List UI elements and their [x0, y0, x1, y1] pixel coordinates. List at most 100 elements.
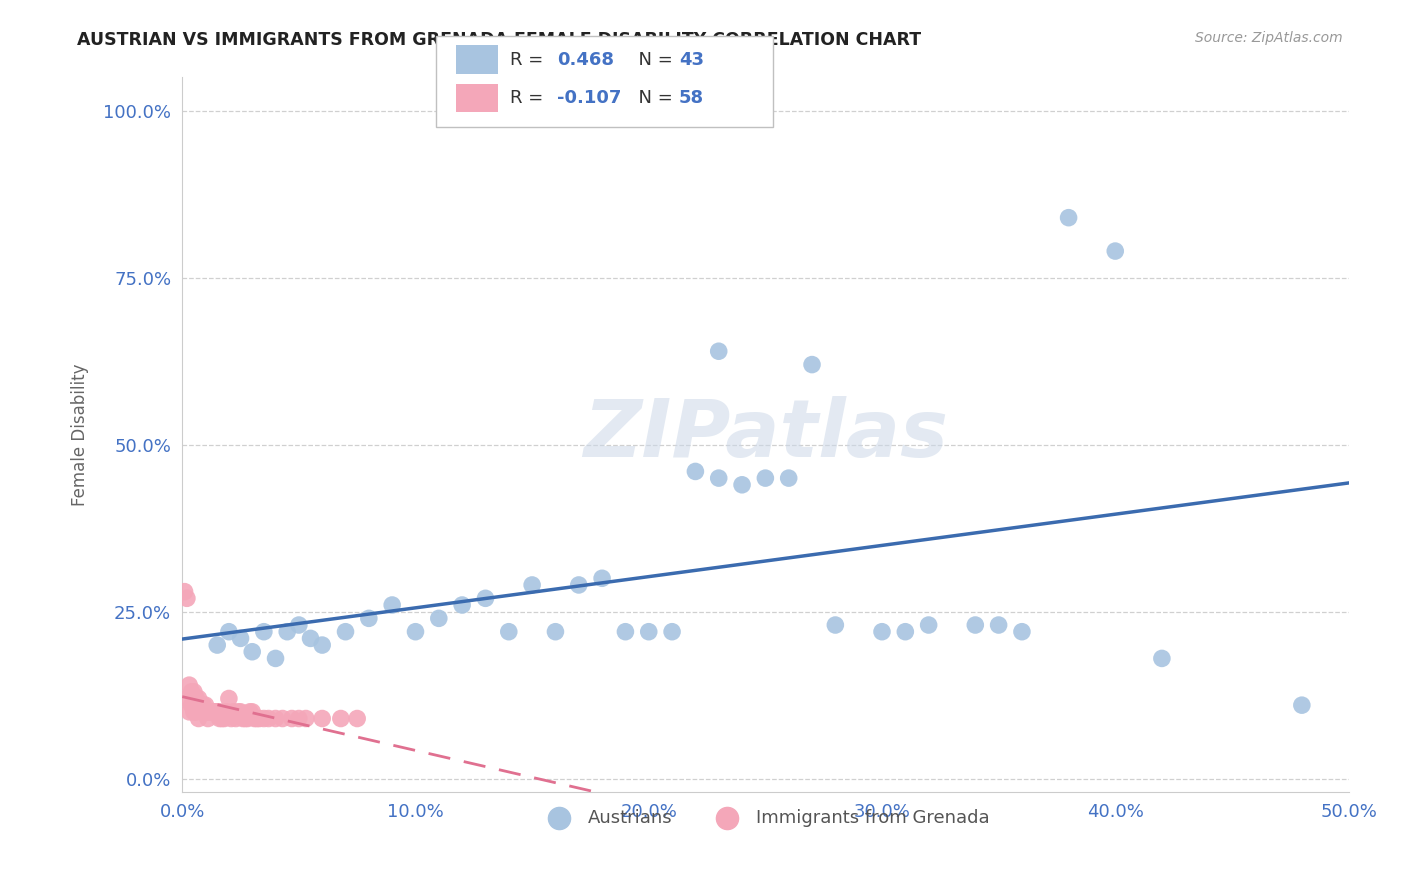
Point [239, 705, 262, 719]
Point [288, 618, 311, 632]
Text: N =: N = [627, 89, 679, 107]
Point [544, 624, 567, 639]
Point [965, 618, 987, 632]
Point [183, 685, 205, 699]
Point [253, 712, 276, 726]
Point [685, 465, 707, 479]
Point [1291, 698, 1313, 713]
Point [1011, 624, 1033, 639]
Point [311, 712, 333, 726]
Point [987, 618, 1010, 632]
Point [801, 358, 824, 372]
Point [754, 471, 776, 485]
Point [520, 578, 543, 592]
Point [288, 712, 311, 726]
Point [201, 705, 224, 719]
Point [276, 624, 298, 639]
Point [197, 705, 219, 719]
Point [329, 712, 352, 726]
Point [707, 344, 730, 359]
Point [183, 705, 205, 719]
Point [824, 618, 846, 632]
Point [190, 698, 212, 713]
Point [311, 638, 333, 652]
Point [194, 698, 217, 713]
Point [173, 584, 195, 599]
Point [637, 624, 659, 639]
Point [381, 598, 404, 612]
Point [614, 624, 637, 639]
Point [264, 651, 287, 665]
Point [207, 705, 229, 719]
Point [917, 618, 939, 632]
Point [236, 712, 259, 726]
Point [229, 632, 252, 646]
Point [271, 712, 294, 726]
Point [186, 691, 208, 706]
Text: 0.468: 0.468 [557, 51, 614, 69]
Point [247, 712, 270, 726]
Text: N =: N = [627, 51, 679, 69]
Point [187, 712, 209, 726]
Point [335, 624, 357, 639]
Point [568, 578, 591, 592]
Point [207, 705, 229, 719]
Point [208, 705, 231, 719]
Y-axis label: Female Disability: Female Disability [72, 363, 89, 506]
Point [222, 705, 245, 719]
Legend: Austrians, Immigrants from Grenada: Austrians, Immigrants from Grenada [534, 802, 997, 834]
Point [870, 624, 893, 639]
Point [215, 705, 238, 719]
Text: 43: 43 [679, 51, 704, 69]
Text: 58: 58 [679, 89, 704, 107]
Text: -0.107: -0.107 [557, 89, 621, 107]
Point [233, 712, 256, 726]
Point [281, 712, 304, 726]
Point [232, 712, 254, 726]
Text: ZIPatlas: ZIPatlas [583, 396, 948, 474]
Point [240, 645, 263, 659]
Point [731, 477, 754, 491]
Point [200, 705, 222, 719]
Text: R =: R = [510, 89, 550, 107]
Point [193, 705, 215, 719]
Point [264, 712, 287, 726]
Point [212, 712, 235, 726]
Point [187, 691, 209, 706]
Point [451, 598, 474, 612]
Point [1104, 244, 1126, 258]
Point [707, 471, 730, 485]
Point [208, 712, 231, 726]
Point [180, 698, 202, 713]
Text: AUSTRIAN VS IMMIGRANTS FROM GRENADA FEMALE DISABILITY CORRELATION CHART: AUSTRIAN VS IMMIGRANTS FROM GRENADA FEMA… [77, 31, 921, 49]
Point [179, 678, 201, 692]
Text: R =: R = [510, 51, 550, 69]
Point [186, 705, 208, 719]
Point [229, 705, 252, 719]
Point [219, 712, 242, 726]
Point [405, 624, 427, 639]
Point [474, 591, 496, 606]
Point [179, 705, 201, 719]
Point [299, 632, 322, 646]
Point [427, 611, 450, 625]
Point [218, 691, 240, 706]
Point [498, 624, 520, 639]
Point [201, 705, 224, 719]
Point [246, 712, 269, 726]
Point [357, 611, 380, 625]
Point [591, 571, 613, 585]
Point [207, 638, 229, 652]
Point [295, 712, 318, 726]
Point [197, 712, 219, 726]
Point [193, 698, 215, 713]
Point [194, 705, 217, 719]
Point [180, 685, 202, 699]
Point [211, 712, 233, 726]
Point [225, 712, 247, 726]
Point [226, 705, 249, 719]
Point [200, 705, 222, 719]
Point [661, 624, 683, 639]
Point [190, 698, 212, 713]
Point [243, 712, 266, 726]
